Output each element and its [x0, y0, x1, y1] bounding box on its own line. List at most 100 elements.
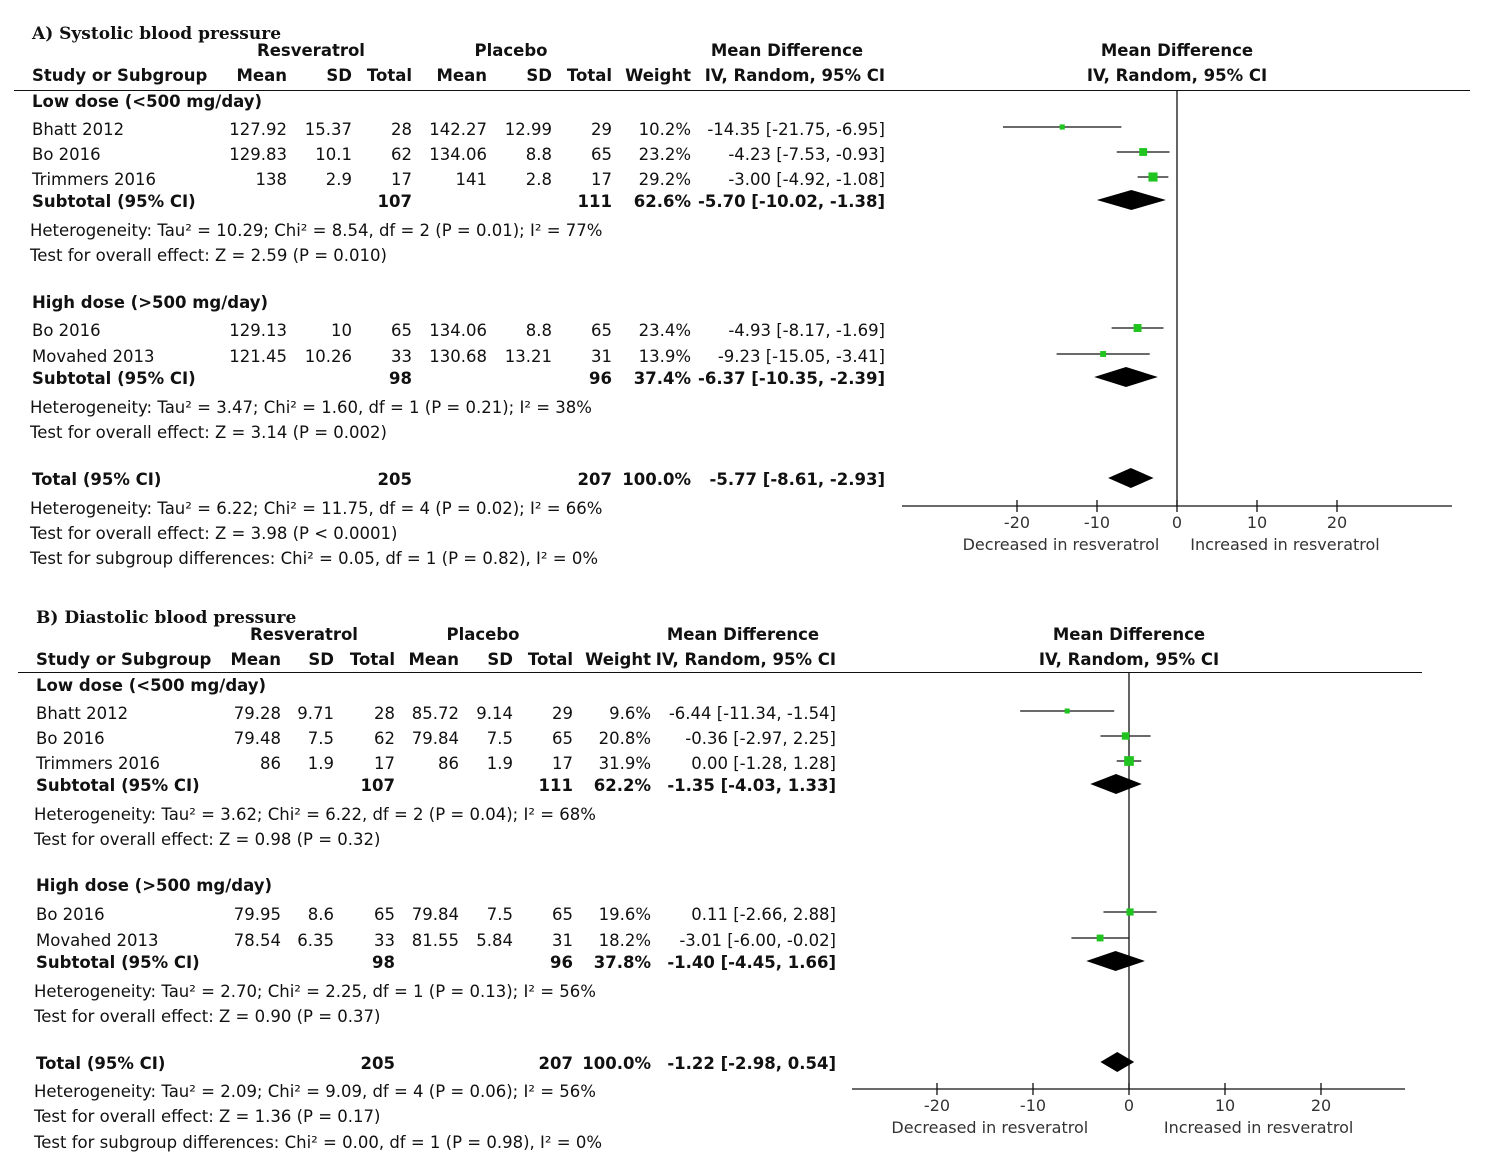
placebo-total: 65: [591, 145, 612, 164]
subtotal-label: Subtotal (95% CI): [32, 369, 196, 388]
panel-title: A) Systolic blood pressure: [32, 24, 282, 44]
x-tick-label: 20: [1327, 513, 1347, 532]
resveratrol-mean: 79.95: [233, 905, 281, 924]
placebo-mean: 86: [438, 754, 459, 773]
placebo-sd: 7.5: [486, 729, 513, 748]
header-plot-title: Mean Difference: [1100, 41, 1254, 60]
pooled-effect-diamond: [1096, 190, 1166, 210]
header-study: Study or Subgroup: [32, 66, 208, 85]
resveratrol-total: 17: [374, 754, 395, 773]
placebo-mean: 85.72: [411, 704, 459, 723]
placebo-mean: 141: [455, 170, 488, 189]
weight-value: 37.4%: [633, 369, 691, 388]
study-effect-marker: [1133, 324, 1142, 332]
study-label: Trimmers 2016: [32, 170, 156, 189]
placebo-total: 96: [550, 953, 573, 972]
resveratrol-total: 17: [391, 170, 412, 189]
header-plot-subtitle: IV, Random, 95% CI: [1038, 650, 1220, 669]
header-mean-1: Mean: [230, 650, 282, 669]
pooled-effect-diamond: [1086, 951, 1145, 971]
mean-difference-ci: -4.23 [-7.53, -0.93]: [728, 145, 885, 164]
resveratrol-total: 33: [374, 931, 395, 950]
forest-plot-area: -20 -10 0 10 20 Decreased in resveratrol Incre…: [902, 90, 1452, 554]
header-ci: IV, Random, 95% CI: [704, 66, 885, 85]
weight-value: 100.0%: [622, 470, 691, 489]
placebo-sd: 7.5: [486, 905, 513, 924]
resveratrol-mean: 86: [260, 754, 281, 773]
resveratrol-total: 107: [377, 192, 412, 211]
pooled-effect-diamond: [1090, 774, 1142, 794]
placebo-sd: 2.8: [525, 170, 552, 189]
x-tick-label: 10: [1215, 1096, 1235, 1115]
placebo-total: 31: [591, 347, 612, 366]
mean-difference-ci: 0.11 [-2.66, 2.88]: [691, 905, 836, 924]
header-mean-1: Mean: [236, 66, 288, 85]
statistics-note: Heterogeneity: Tau² = 3.47; Chi² = 1.60,…: [30, 398, 592, 417]
study-effect-marker: [1126, 908, 1134, 916]
placebo-total: 17: [552, 754, 573, 773]
resveratrol-total: 65: [391, 321, 412, 340]
study-label: Bo 2016: [32, 321, 101, 340]
header-mean-2: Mean: [408, 650, 460, 669]
placebo-total: 207: [538, 1054, 573, 1073]
study-label: Bo 2016: [36, 729, 105, 748]
resveratrol-sd: 7.5: [307, 729, 334, 748]
resveratrol-sd: 2.9: [325, 170, 352, 189]
forest-plot-area: -20 -10 0 10 20 Decreased in resveratrol Incre…: [852, 672, 1405, 1137]
header-mean-difference: Mean Difference: [666, 625, 820, 644]
study-label: Bhatt 2012: [32, 120, 125, 139]
study-effect-marker: [1139, 148, 1148, 156]
study-effect-marker: [1121, 732, 1130, 740]
study-effect-marker: [1059, 124, 1065, 130]
resveratrol-sd: 9.71: [297, 704, 334, 723]
x-tick-label: -10: [1020, 1096, 1046, 1115]
statistics-note: Heterogeneity: Tau² = 2.70; Chi² = 2.25,…: [34, 982, 596, 1001]
pooled-effect-diamond: [1094, 367, 1158, 387]
placebo-total: 17: [591, 170, 612, 189]
weight-value: 10.2%: [638, 120, 691, 139]
weight-value: 23.2%: [638, 145, 691, 164]
resveratrol-total: 205: [377, 470, 412, 489]
header-group-resveratrol: Resveratrol: [250, 625, 358, 644]
subtotal-label: Total (95% CI): [32, 470, 162, 489]
study-effect-marker: [1100, 351, 1107, 357]
mean-difference-ci: -1.40 [-4.45, 1.66]: [667, 953, 836, 972]
subtotal-label: Total (95% CI): [36, 1054, 166, 1073]
resveratrol-mean: 138: [255, 170, 288, 189]
x-tick-label: 10: [1247, 513, 1267, 532]
study-label: Movahed 2013: [32, 347, 155, 366]
resveratrol-sd: 10.1: [315, 145, 352, 164]
mean-difference-ci: -3.00 [-4.92, -1.08]: [728, 170, 885, 189]
header-study: Study or Subgroup: [36, 650, 212, 669]
resveratrol-total: 28: [391, 120, 412, 139]
mean-difference-ci: -1.22 [-2.98, 0.54]: [667, 1054, 836, 1073]
statistics-note: Test for overall effect: Z = 2.59 (P = 0…: [30, 246, 387, 265]
placebo-total: 29: [591, 120, 612, 139]
header-rule: [18, 672, 1422, 673]
placebo-total: 111: [577, 192, 612, 211]
placebo-total: 207: [577, 470, 612, 489]
subgroup-heading: High dose (>500 mg/day): [32, 293, 268, 312]
header-group-placebo: Placebo: [474, 41, 548, 60]
header-mean-2: Mean: [436, 66, 488, 85]
placebo-mean: 130.68: [429, 347, 487, 366]
placebo-sd: 8.8: [525, 321, 552, 340]
panel-title: B) Diastolic blood pressure: [36, 608, 297, 628]
placebo-mean: 142.27: [429, 120, 487, 139]
mean-difference-ci: -0.36 [-2.97, 2.25]: [685, 729, 836, 748]
placebo-sd: 9.14: [476, 704, 513, 723]
resveratrol-mean: 129.13: [229, 321, 287, 340]
subtotal-label: Subtotal (95% CI): [32, 192, 196, 211]
placebo-mean: 134.06: [429, 321, 487, 340]
mean-difference-ci: -6.44 [-11.34, -1.54]: [668, 704, 836, 723]
header-plot-subtitle: IV, Random, 95% CI: [1086, 66, 1268, 85]
study-label: Bo 2016: [36, 905, 105, 924]
weight-value: 18.2%: [598, 931, 651, 950]
axis-right-label: Increased in resveratrol: [1190, 535, 1379, 554]
header-sd-2: SD: [487, 650, 513, 669]
header-mean-difference: Mean Difference: [710, 41, 864, 60]
resveratrol-total: 28: [374, 704, 395, 723]
x-tick-label: 0: [1124, 1096, 1134, 1115]
header-plot-title: Mean Difference: [1052, 625, 1206, 644]
header-sd-1: SD: [308, 650, 334, 669]
